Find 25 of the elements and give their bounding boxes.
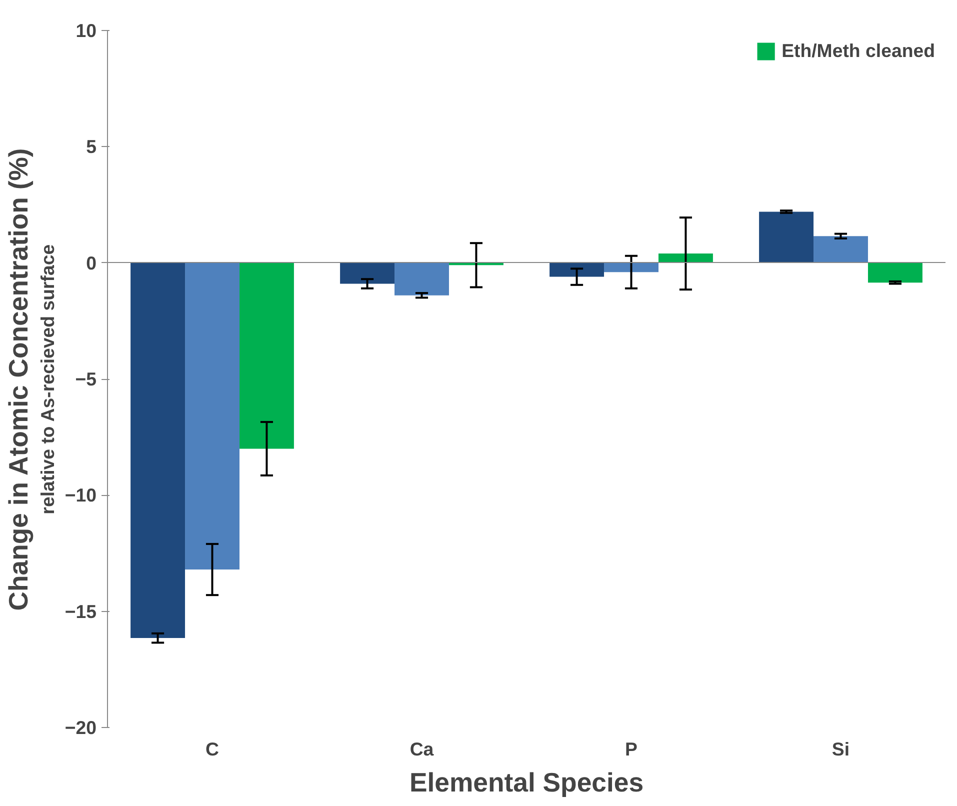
y-tick-label: −15 [64,600,97,622]
x-axis-title: Elemental Species [409,768,644,798]
bar [340,262,395,284]
y-tick-label: 0 [86,252,97,274]
x-tick-label: P [625,738,638,760]
bar [394,262,449,296]
x-tick-label: Si [832,738,850,760]
bar [239,262,294,449]
bar [130,262,186,638]
bar [759,212,814,263]
y-axis-title: Change in Atomic Concentration (%) [4,148,34,611]
y-tick-label: 5 [86,136,97,158]
bar [550,262,604,277]
y-tick-label: −10 [64,484,97,506]
x-tick-label: C [206,738,219,760]
x-tick-label: Ca [410,738,434,760]
bar [814,236,868,263]
y-tick-label: −5 [75,368,97,390]
text: relative to As-recieved surface [36,244,58,514]
y-tick-label: −20 [64,717,97,738]
legend-label: Eth/Meth cleaned [782,40,935,62]
bar [185,262,240,570]
y-tick-label: 10 [76,20,97,41]
bar [868,262,922,283]
bar [604,262,658,272]
